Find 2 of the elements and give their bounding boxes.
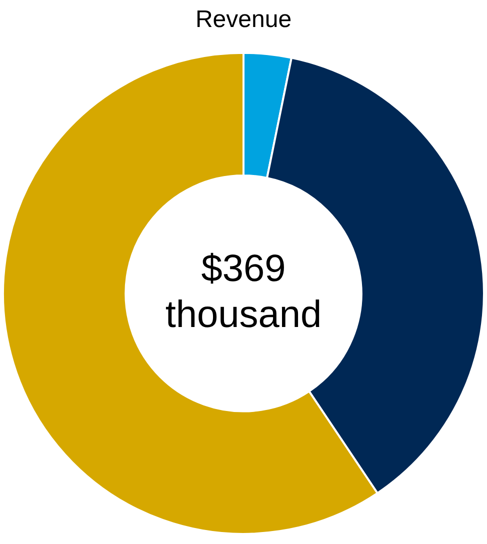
chart-title: Revenue	[195, 6, 292, 34]
text: $369 thousand	[165, 248, 322, 336]
